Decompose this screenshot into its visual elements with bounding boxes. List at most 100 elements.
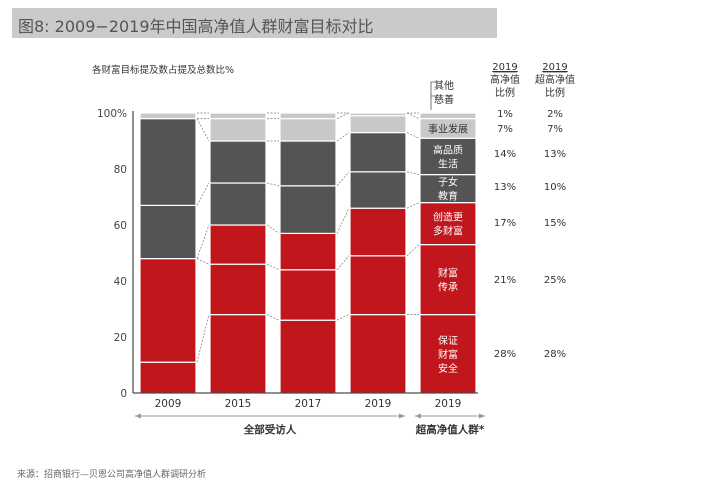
bar-segment-保证财富安全 (419, 314, 477, 394)
bar-segment-创造更多财富 (279, 232, 337, 271)
connector-line (196, 258, 210, 265)
bar-segment-创造更多财富 (209, 224, 267, 265)
bar-segment-高品质生活 (209, 140, 267, 184)
bar-segment-保证财富安全 (139, 361, 197, 394)
category-label-line: 安全 (438, 362, 458, 375)
bar-segment-创造更多财富 (349, 207, 407, 257)
table-value: 17% (494, 218, 516, 229)
category-label-line: 多财富 (433, 225, 463, 238)
x-tick-label: 2017 (295, 398, 322, 410)
bar-segment-子女教育 (209, 182, 267, 226)
category-label-line: 财富 (438, 267, 458, 280)
table-value: 7% (547, 124, 563, 135)
bar-segment-子女教育 (139, 204, 197, 260)
category-label-line: 慈善 (434, 93, 454, 106)
label-bracket (430, 81, 436, 110)
group-label: 超高净值人群* (415, 423, 485, 436)
bar-segment-事业发展 (209, 117, 267, 142)
table-header-line: 比例 (495, 86, 515, 99)
x-tick-label: 2019 (435, 398, 462, 410)
table-value: 28% (494, 349, 516, 360)
connector-line (406, 171, 420, 175)
bar-segment-高品质生活 (349, 132, 407, 173)
connector-line (336, 314, 350, 321)
x-tick-label: 2019 (365, 398, 392, 410)
table-value: 15% (544, 218, 566, 229)
table-value: 13% (544, 149, 566, 160)
bar-segment-其他慈善 (209, 112, 267, 120)
table-year-header: 2019 (542, 62, 567, 73)
connector-line (406, 112, 420, 119)
bar-segment-高品质生活 (139, 117, 197, 207)
table-value: 14% (494, 149, 516, 160)
table-value: 13% (494, 182, 516, 193)
bar-segment-财富传承 (279, 269, 337, 321)
table-year-header: 2019 (492, 62, 517, 73)
connector-line (406, 132, 420, 139)
y-tick-label: 100% (97, 108, 127, 120)
category-label-line: 事业发展 (428, 122, 468, 135)
table-value: 1% (497, 109, 513, 120)
title-band: 图8: 2009−2019年中国高净值人群财富目标对比 (12, 8, 497, 38)
bar-segment-事业发展 (279, 117, 337, 142)
table-value: 2% (547, 109, 563, 120)
connector-line (196, 118, 210, 142)
table-value: 7% (497, 124, 513, 135)
source-note: 来源：招商银行—贝恩公司高净值人群调研分析 (17, 470, 207, 480)
y-tick-label: 80 (114, 164, 127, 176)
table-value: 25% (544, 275, 566, 286)
bar-segment-其他慈善 (419, 112, 477, 120)
y-tick-label: 0 (120, 388, 127, 400)
connector-line (336, 132, 350, 142)
connector-line (406, 244, 420, 257)
bar-segment-财富传承 (349, 255, 407, 316)
category-label-line: 高品质 (433, 143, 463, 156)
figure-title: 图8: 2009−2019年中国高净值人群财富目标对比 (18, 17, 374, 36)
bar-segment-其他慈善 (139, 112, 197, 120)
category-label-line: 创造更 (433, 211, 463, 224)
category-label-line: 财富 (438, 348, 458, 361)
connector-line (196, 182, 210, 206)
bar-segment-保证财富安全 (209, 314, 267, 394)
connector-line (266, 263, 280, 271)
y-tick-label: 20 (114, 332, 127, 344)
table-value: 21% (494, 275, 516, 286)
bar-segment-保证财富安全 (349, 314, 407, 394)
connector-line (196, 314, 210, 363)
bar-segment-其他慈善 (349, 112, 407, 117)
connector-line (336, 208, 350, 234)
bar-segment-高品质生活 (279, 140, 337, 187)
category-label-line: 子女 (438, 176, 458, 189)
bar-segment-子女教育 (279, 185, 337, 235)
connector-line (336, 171, 350, 187)
bar-segment-保证财富安全 (279, 319, 337, 394)
category-label-line: 保证 (438, 334, 458, 347)
x-tick-label: 2009 (155, 398, 182, 410)
connector-line (406, 202, 420, 209)
bar-segment-财富传承 (139, 258, 197, 363)
table-header-line: 比例 (545, 86, 565, 99)
y-tick-label: 60 (114, 220, 127, 232)
group-label: 全部受访人 (243, 423, 297, 436)
category-label-line: 生活 (438, 157, 458, 170)
connector-line (196, 224, 210, 259)
table-value: 28% (544, 349, 566, 360)
y-axis-title: 各财富目标提及数占提及总数比% (92, 64, 234, 76)
bar-segment-其他慈善 (279, 112, 337, 120)
table-header-line: 高净值 (490, 73, 520, 86)
category-label-line: 其他 (434, 79, 454, 92)
connector-line (336, 255, 350, 271)
y-tick-label: 40 (114, 276, 127, 288)
connector-line (266, 182, 280, 187)
category-label-line: 教育 (438, 190, 458, 203)
category-label-line: 传承 (438, 282, 458, 294)
bar-segment-财富传承 (209, 263, 267, 316)
table-value: 10% (544, 182, 566, 193)
connector-line (266, 314, 280, 321)
bar-segment-子女教育 (349, 171, 407, 209)
connector-line (336, 112, 350, 119)
table-header-line: 超高净值 (535, 73, 575, 86)
bar-segment-财富传承 (419, 244, 477, 316)
connector-line (266, 224, 280, 234)
